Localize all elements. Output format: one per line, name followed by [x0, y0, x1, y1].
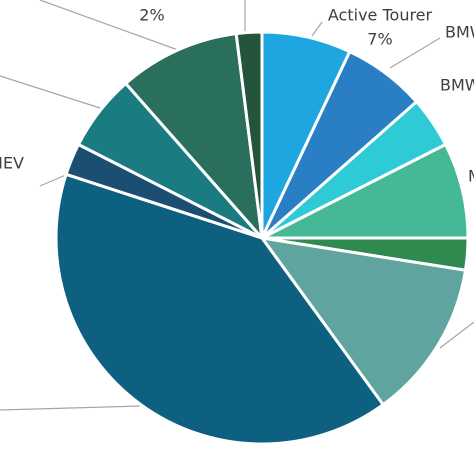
- leader-line: [0, 405, 141, 411]
- pie-slice: [261, 142, 470, 240]
- pie-slice: [123, 31, 265, 243]
- category-label: M: [468, 167, 474, 186]
- category-label: HEV: [0, 154, 24, 173]
- leader-line: [39, 0, 179, 51]
- pie-slice: [234, 30, 264, 239]
- leader-line: [0, 75, 101, 109]
- pie-slice: [54, 172, 386, 446]
- leader-lines: [0, 0, 474, 411]
- leader-line: [389, 37, 441, 69]
- leader-line: [439, 321, 474, 349]
- value-label: 2%: [139, 6, 164, 25]
- pie-slice: [258, 235, 468, 407]
- value-label: 7%: [367, 30, 392, 49]
- category-label: BMW: [445, 23, 474, 42]
- category-label: Active Tourer: [328, 6, 433, 25]
- leader-line: [311, 21, 323, 37]
- leader-line: [39, 173, 69, 187]
- category-label: BMW: [440, 76, 474, 95]
